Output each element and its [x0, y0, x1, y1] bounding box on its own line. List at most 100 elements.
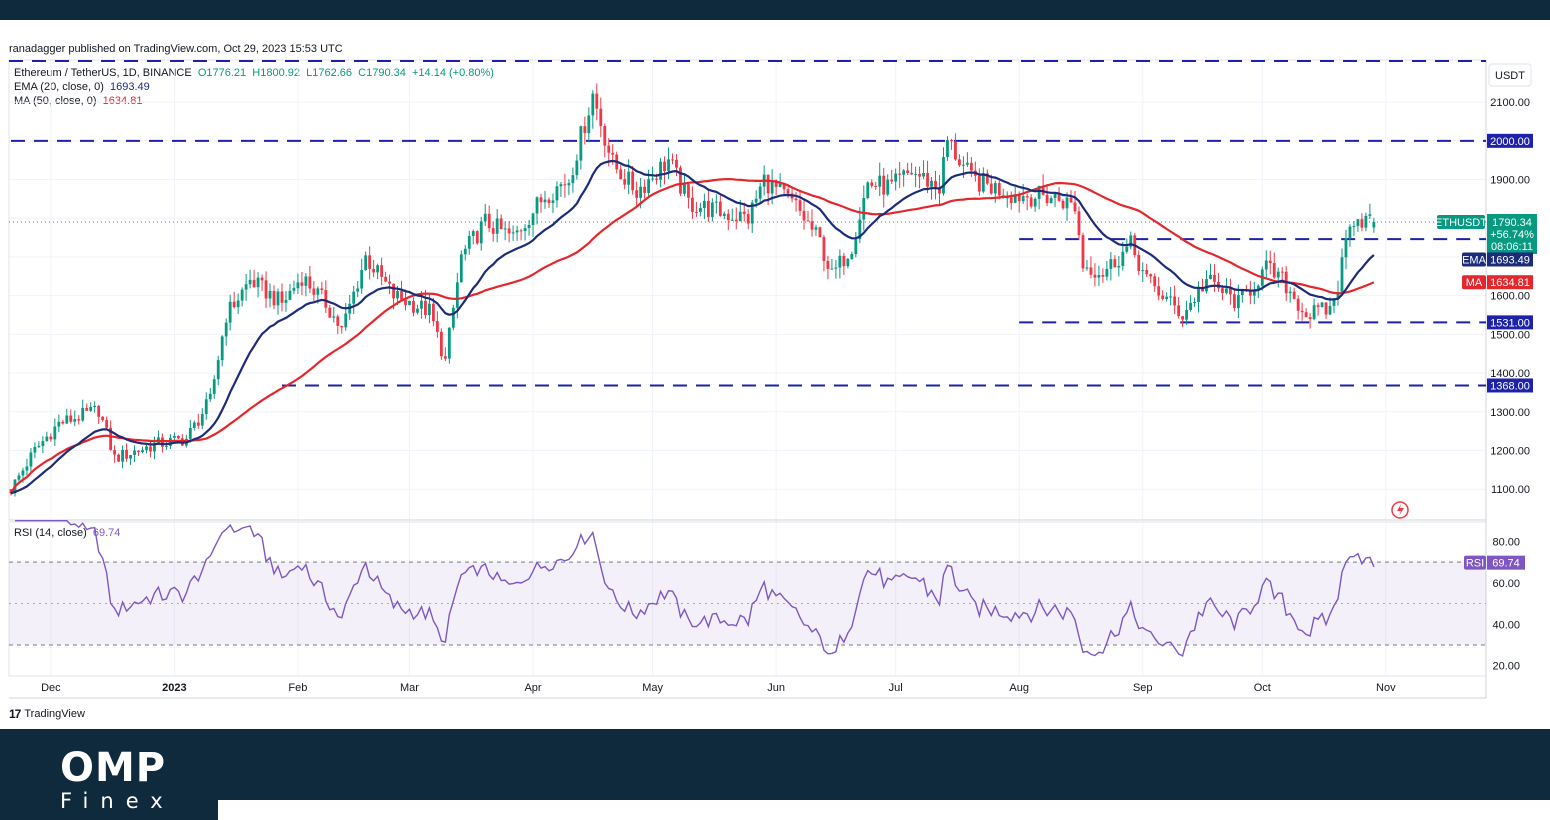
candle-body: [599, 108, 603, 127]
candle: [882, 167, 886, 208]
symbol-legend: Ethereum / TetherUS, 1D, BINANCE O1776.2…: [14, 67, 494, 79]
candle: [17, 472, 21, 482]
candle-body: [1256, 285, 1260, 290]
candle-body: [786, 189, 790, 194]
candle-body: [894, 173, 898, 182]
time-tick-label: Dec: [41, 682, 61, 694]
candle: [969, 156, 973, 177]
candle-body: [1117, 266, 1121, 268]
candle: [886, 174, 890, 197]
candle-body: [710, 202, 714, 217]
price-tags: 2000.001746.001531.001368.00ETHUSDT1790.…: [1391, 133, 1537, 570]
candle: [192, 420, 196, 431]
candle: [212, 375, 216, 399]
ema-name-tag-label: EMA: [1462, 254, 1487, 266]
candle-body: [950, 139, 953, 142]
time-tick-label: 2023: [162, 682, 186, 694]
candle: [627, 159, 631, 195]
candle: [1304, 308, 1308, 318]
price-tick-label: 1900.00: [1490, 175, 1530, 187]
candle-body: [946, 139, 949, 158]
candle: [451, 304, 455, 331]
candle-body: [1264, 260, 1268, 270]
candle: [547, 197, 551, 208]
ma-label: MA (50, close, 0): [14, 95, 97, 107]
candle: [862, 185, 866, 231]
level-tag-label: 1531.00: [1490, 317, 1530, 329]
candle: [778, 173, 782, 188]
candle: [232, 291, 236, 309]
candle: [659, 157, 662, 188]
candle: [141, 446, 144, 454]
candle-body: [910, 172, 914, 175]
candle-body: [1037, 185, 1041, 199]
time-tick-label: Nov: [1376, 682, 1396, 694]
candle-body: [1069, 197, 1073, 203]
candle: [216, 355, 220, 386]
candle: [579, 125, 583, 170]
candle-body: [459, 254, 463, 283]
candle: [1169, 286, 1173, 306]
candle-body: [563, 184, 567, 186]
candle-body: [312, 288, 316, 295]
candle: [443, 347, 447, 362]
candle-body: [595, 93, 599, 109]
candle-body: [555, 186, 559, 201]
candle-body: [810, 221, 814, 230]
candle-body: [667, 159, 670, 172]
candle-body: [718, 201, 722, 216]
ema-20-line: [10, 159, 1375, 495]
candle: [292, 280, 296, 295]
candle: [304, 273, 308, 297]
candle-body: [635, 190, 639, 198]
candle-body: [1109, 259, 1113, 269]
tradingview-brand[interactable]: 17 TradingView: [9, 707, 85, 721]
candle-body: [1065, 197, 1069, 209]
candle-body: [898, 173, 902, 175]
candle: [619, 164, 623, 180]
ma-legend: MA (50, close, 0) 1634.81: [14, 95, 142, 107]
candle: [758, 182, 762, 204]
candle-body: [1045, 194, 1049, 204]
candle: [535, 196, 539, 225]
candle-body: [196, 422, 200, 426]
candle-body: [683, 184, 686, 194]
currency-label: USDT: [1495, 70, 1525, 82]
candle: [734, 207, 738, 230]
candle: [117, 453, 120, 463]
candle: [722, 211, 726, 220]
candle-body: [1372, 221, 1376, 228]
candle: [651, 166, 654, 182]
candle: [1097, 265, 1101, 287]
candle: [491, 221, 495, 242]
time-tick-label: Sep: [1133, 682, 1153, 694]
candle-body: [1352, 225, 1356, 227]
candle-body: [1336, 292, 1340, 299]
candle: [49, 433, 53, 442]
candle-body: [515, 230, 519, 233]
time-tick-label: Apr: [524, 682, 541, 694]
price-pane-frame: [8, 59, 1487, 521]
candle-body: [53, 426, 57, 440]
candle: [1213, 264, 1216, 292]
rsi-tick-label: 60.00: [1492, 578, 1520, 590]
candle-body: [942, 157, 945, 194]
candle: [61, 420, 65, 425]
candle-body: [551, 200, 555, 204]
candle: [408, 300, 411, 306]
candle-body: [1368, 214, 1372, 216]
candle-body: [938, 187, 941, 194]
candle: [53, 418, 57, 446]
candle-body: [647, 179, 650, 193]
candle: [228, 294, 232, 331]
candle-body: [133, 450, 136, 455]
price-chart: 1100.00 1200.00 1300.00 1400.00 1500.00 1600.…: [8, 59, 1537, 699]
candle-body: [272, 290, 276, 306]
candle-body: [384, 276, 387, 282]
candle-body: [1312, 305, 1316, 320]
candle: [838, 249, 842, 279]
candle: [870, 179, 874, 188]
ma-50-line: [10, 177, 1375, 494]
candle-body: [105, 420, 109, 428]
last-price-change: +56.74%: [1490, 229, 1534, 241]
